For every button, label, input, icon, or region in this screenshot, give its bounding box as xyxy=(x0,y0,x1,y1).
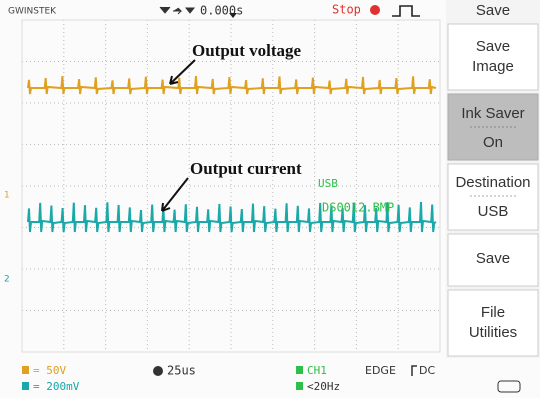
menu-label: Ink Saver xyxy=(461,105,524,122)
trigger-position: 0.000s xyxy=(200,4,243,18)
ch1-marker: 1 xyxy=(4,191,10,201)
rejection: <20Hz xyxy=(307,380,340,393)
menu-label: Destination xyxy=(455,174,530,191)
ch2-marker: 2 xyxy=(4,275,10,285)
menu-label: Save xyxy=(476,250,510,267)
run-state: Stop xyxy=(332,3,361,17)
timebase-icon xyxy=(153,366,163,376)
menu-value: USB xyxy=(478,203,509,220)
oscilloscope-screen: GWINSTEK 0.000s Stop 1 2 Output voltage … xyxy=(0,0,540,398)
menu-item[interactable]: Destination USB xyxy=(448,164,538,230)
coupling: DC xyxy=(419,364,435,377)
ch2-badge xyxy=(22,382,29,390)
trigger-source: CH1 xyxy=(307,364,327,377)
menu-title: Save xyxy=(476,2,510,19)
menu-item[interactable]: Save xyxy=(448,234,538,286)
run-indicator xyxy=(370,5,380,15)
annotation-current: Output current xyxy=(190,159,302,178)
ch1-badge xyxy=(22,366,29,374)
ch1-scale: = 50V xyxy=(33,364,66,377)
brand: GWINSTEK xyxy=(8,7,57,17)
overlay-filename: DS0012.BMP xyxy=(322,201,394,215)
overlay-device: USB xyxy=(318,177,338,190)
timebase: 25us xyxy=(167,364,196,378)
annotation-voltage: Output voltage xyxy=(192,41,302,60)
menu-value: On xyxy=(483,134,503,151)
ch2-scale: = 200mV xyxy=(33,380,80,393)
trigger-badge xyxy=(296,366,303,374)
trigger-type: EDGE xyxy=(365,364,396,377)
menu-item[interactable]: Ink Saver On xyxy=(448,94,538,160)
trigger-badge xyxy=(296,382,303,390)
